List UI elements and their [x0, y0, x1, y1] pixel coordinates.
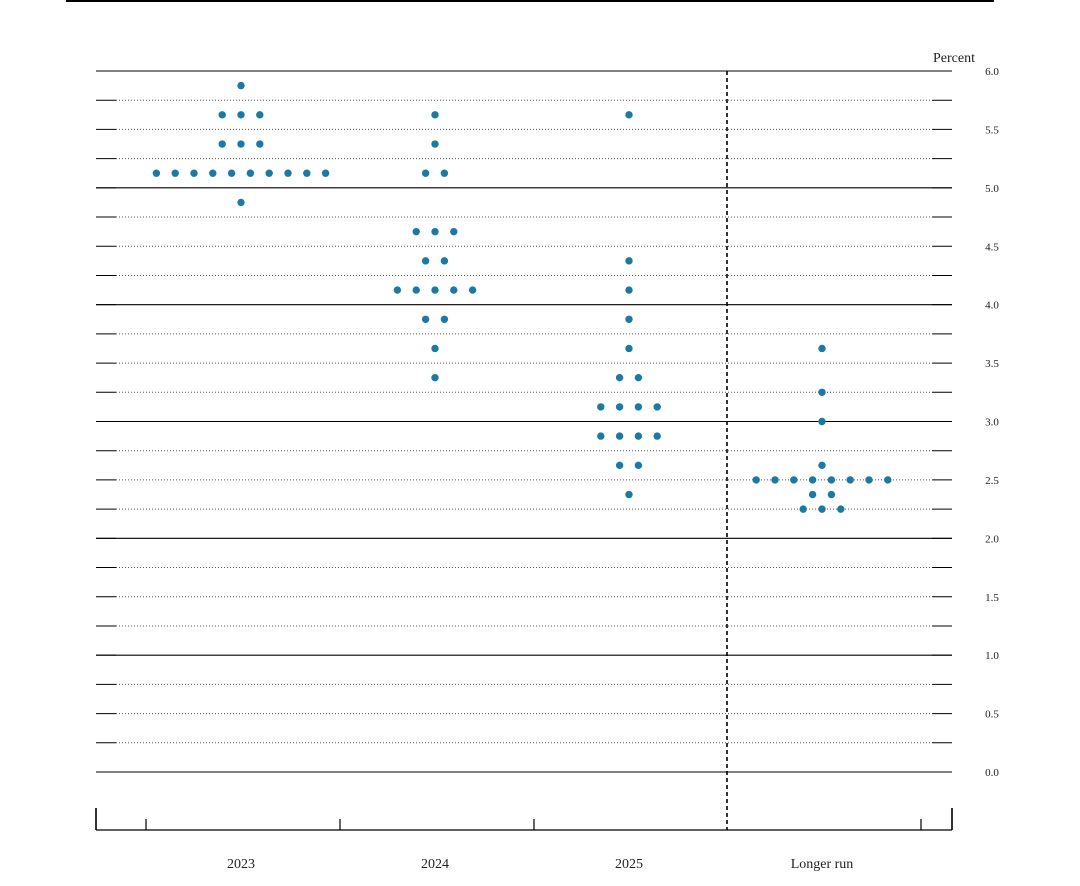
participant-dot	[440, 169, 449, 177]
participant-dot	[653, 403, 661, 411]
participant-dot	[256, 111, 264, 119]
participant-dot	[440, 315, 449, 323]
y-axis-ticks: 6.0 5.5 5.0 4.5 4.0 3.5 3.0 2.5 2.0 1.5 1.0 0.5 0.0	[985, 66, 999, 779]
dots	[152, 81, 892, 513]
y-tick-label: 1.5	[985, 592, 999, 604]
participant-dot	[190, 169, 198, 177]
y-tick-label: 6.0	[985, 66, 999, 78]
participant-dot	[468, 286, 477, 294]
participant-dot	[412, 286, 420, 294]
participant-dot	[625, 286, 633, 294]
participant-dot	[421, 257, 430, 265]
participant-dot	[818, 417, 826, 426]
participant-dot	[440, 257, 449, 265]
participant-dot	[625, 257, 633, 265]
y-tick-label: 5.5	[985, 124, 999, 136]
participant-dot	[799, 505, 807, 513]
participant-dot	[846, 476, 854, 484]
participant-dot	[837, 505, 845, 513]
participant-dot	[431, 227, 439, 236]
participant-dot	[790, 476, 798, 484]
participant-dot	[615, 403, 624, 411]
x-category-label: Longer run	[791, 857, 854, 872]
participant-dot	[597, 403, 605, 411]
participant-dot	[634, 403, 643, 411]
participant-dot	[412, 227, 420, 236]
participant-dot	[237, 140, 245, 148]
participant-dot	[625, 315, 633, 323]
participant-dot	[237, 81, 245, 90]
x-category-label: 2024	[421, 857, 449, 872]
unit-label: Percent	[933, 51, 975, 66]
participant-dot	[431, 344, 439, 353]
participant-dot	[321, 169, 330, 177]
y-tick-label: 5.0	[985, 183, 999, 195]
participant-dot	[246, 169, 255, 177]
participant-dot	[625, 344, 633, 353]
participant-dot	[634, 461, 643, 470]
participant-dot	[634, 373, 643, 382]
y-tick-label: 1.0	[985, 650, 999, 662]
participant-dot	[218, 111, 226, 119]
participant-dot	[597, 432, 605, 440]
participant-dot	[227, 169, 236, 177]
participant-dot	[634, 432, 643, 440]
participant-dot	[771, 476, 779, 484]
y-tick-label: 2.5	[985, 475, 999, 487]
participant-dot	[818, 461, 826, 470]
participant-dot	[237, 198, 245, 207]
participant-dot	[171, 169, 179, 177]
participant-dot	[818, 344, 826, 353]
x-category-label: 2025	[615, 857, 643, 872]
y-tick-label: 3.5	[985, 358, 999, 370]
participant-dot	[421, 315, 430, 323]
y-tick-label: 4.5	[985, 241, 999, 253]
participant-dot	[884, 476, 892, 484]
participant-dot	[808, 476, 817, 484]
participant-dot	[431, 140, 439, 148]
participant-dot	[256, 140, 264, 148]
participant-dot	[865, 476, 873, 484]
participant-dot	[615, 461, 624, 470]
participant-dot	[653, 432, 661, 440]
participant-dot	[284, 169, 292, 177]
participant-dot	[827, 476, 836, 484]
participant-dot	[421, 169, 430, 177]
participant-dot	[752, 476, 760, 484]
y-tick-label: 4.0	[985, 300, 999, 312]
participant-dot	[237, 111, 245, 119]
y-tick-label: 3.0	[985, 417, 999, 429]
participant-dot	[818, 505, 826, 513]
participant-dot	[152, 169, 161, 177]
participant-dot	[615, 373, 624, 382]
participant-dot	[303, 169, 311, 177]
participant-dot	[209, 169, 217, 177]
participant-dot	[615, 432, 624, 440]
participant-dot	[818, 388, 826, 396]
participant-dot	[431, 373, 439, 382]
participant-dot	[625, 490, 633, 499]
participant-dot	[450, 227, 458, 236]
participant-dot	[450, 286, 458, 294]
gridlines	[96, 70, 952, 773]
y-tick-label: 2.0	[985, 533, 999, 545]
participant-dot	[218, 140, 226, 148]
participant-dot	[265, 169, 273, 177]
x-axis: 2023 2024 2025 Longer run	[95, 808, 953, 872]
x-category-label: 2023	[227, 857, 255, 872]
participant-dot	[431, 286, 439, 294]
participant-dot	[431, 111, 439, 119]
participant-dot	[808, 490, 817, 499]
participant-dot	[827, 490, 836, 499]
participant-dot	[393, 286, 402, 294]
y-tick-label: 0.0	[985, 767, 999, 779]
y-tick-label: 0.5	[985, 709, 999, 721]
participant-dot	[625, 111, 633, 119]
